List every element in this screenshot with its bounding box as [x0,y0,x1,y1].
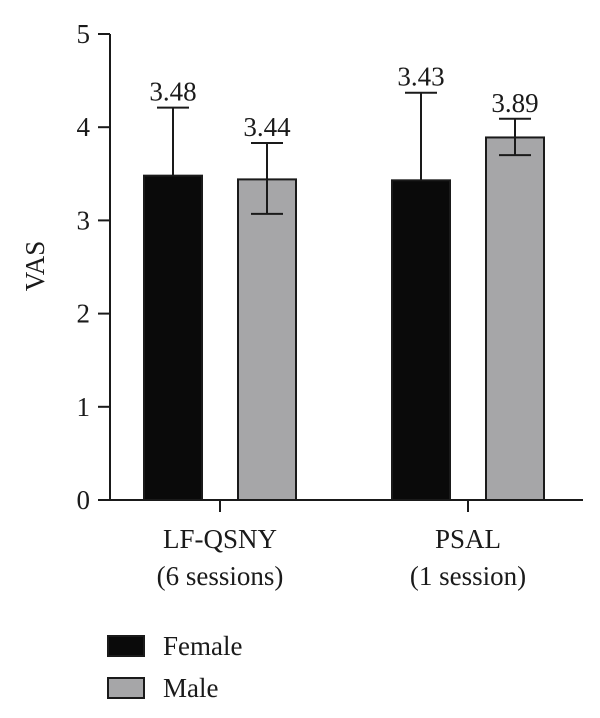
legend: Female Male [107,631,242,703]
y-tick-label: 3 [77,205,91,235]
y-tick-label: 1 [77,392,91,422]
data-label: 3.44 [243,112,291,142]
bar-female [143,174,203,501]
legend-label-female: Female [163,631,242,661]
legend-swatch-male [107,677,145,699]
bars [143,136,545,501]
bar-female [391,179,451,501]
bar-male [237,178,297,501]
bar-male [485,136,545,501]
y-tick-label: 5 [77,19,91,49]
category-sublabel: (6 sessions) [157,561,284,591]
legend-label-male: Male [163,673,218,703]
data-label: 3.89 [491,88,538,118]
data-labels: 3.48 3.43 3.44 3.89 [149,62,538,142]
data-label: 3.48 [149,77,196,107]
category-labels: LF-QSNY (6 sessions) PSAL (1 session) [157,524,527,591]
y-tick-label: 0 [77,485,91,515]
legend-swatch-female [107,635,145,657]
error-bars [157,91,531,215]
y-axis-title: VAS [20,241,50,292]
category-label: LF-QSNY [163,524,277,554]
category-label: PSAL [435,524,501,554]
category-sublabel: (1 session) [410,561,526,591]
y-tick-label: 4 [77,112,91,142]
y-tick-label: 2 [77,299,91,329]
data-label: 3.43 [397,62,444,92]
